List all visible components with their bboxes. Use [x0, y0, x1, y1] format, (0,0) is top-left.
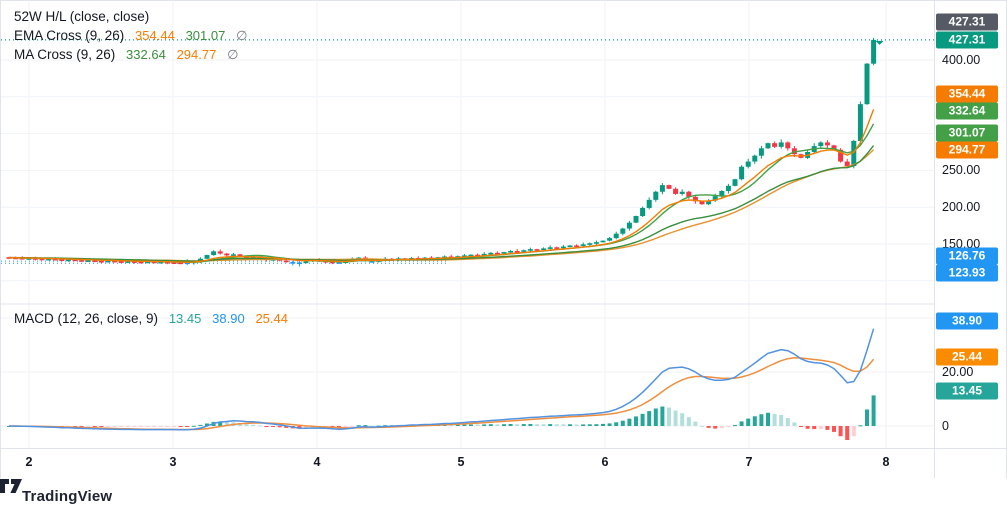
ema-cross-symbol: ∅ — [236, 28, 248, 43]
macd-panel-legend: MACD (12, 26, close, 9) 13.45 38.90 25.4… — [14, 309, 288, 328]
price-badge: 126.76 — [936, 247, 998, 265]
price-badge: 354.44 — [936, 85, 998, 103]
price-badge: 332.64 — [936, 102, 998, 120]
moving-average-lines — [8, 109, 875, 263]
price-badge: 427.31 — [936, 13, 998, 31]
indicator-52w-hl[interactable]: 52W H/L (close, close) — [14, 7, 247, 26]
52w-high-marker — [875, 40, 884, 45]
macd-line-value: 38.90 — [212, 311, 245, 326]
chart-frame: 52W H/L (close, close) EMA Cross (9, 26)… — [0, 0, 1007, 479]
time-axis-label: 2 — [25, 455, 33, 469]
ma-cross-symbol: ∅ — [227, 47, 239, 62]
price-badge: 38.90 — [936, 312, 998, 330]
indicator-ma-cross[interactable]: MA Cross (9, 26) 332.64 294.77 ∅ — [14, 45, 247, 64]
ma-slow-value: 294.77 — [176, 47, 217, 62]
time-axis-label: 5 — [457, 455, 465, 469]
ema-slow-value: 301.07 — [185, 28, 226, 43]
indicator-macd[interactable]: MACD (12, 26, close, 9) 13.45 38.90 25.4… — [14, 309, 288, 328]
tradingview-logo-text: TradingView — [22, 488, 113, 505]
ma-fast-value: 332.64 — [126, 47, 166, 62]
macd-signal-value: 25.44 — [255, 311, 288, 326]
candlestick-series — [6, 37, 877, 267]
axis-tick-label: 400.00 — [942, 53, 981, 67]
macd-hist-value: 13.45 — [168, 311, 202, 326]
indicator-52w-hl-label: 52W H/L (close, close) — [14, 9, 150, 24]
tradingview-logo-icon — [0, 479, 22, 493]
axis-tick-label: 20.00 — [942, 365, 974, 379]
price-badge: 25.44 — [936, 348, 998, 366]
indicator-ema-cross-label: EMA Cross (9, 26) — [14, 28, 125, 43]
axis-tick-label: 200.00 — [942, 200, 981, 215]
axis-tick-label: 0 — [942, 419, 949, 433]
time-axis[interactable]: 2 3 4 5 6 7 8 — [1, 449, 1006, 478]
price-badge: 294.77 — [936, 141, 998, 159]
macd-histogram — [7, 395, 876, 440]
indicator-macd-label: MACD (12, 26, close, 9) — [14, 311, 159, 326]
tradingview-logo[interactable]: TradingView — [0, 479, 113, 505]
chart-canvas[interactable] — [1, 1, 1006, 478]
macd-lines — [8, 328, 875, 431]
time-axis-label: 6 — [601, 455, 609, 469]
time-axis-label: 8 — [882, 455, 890, 469]
time-axis-label: 3 — [169, 455, 177, 469]
price-badge: 427.31 — [936, 31, 998, 49]
time-axis-label: 4 — [313, 455, 321, 469]
gridlines — [1, 2, 934, 448]
indicator-ma-cross-label: MA Cross (9, 26) — [14, 47, 116, 62]
price-badge: 301.07 — [936, 124, 998, 142]
ema-fast-value: 354.44 — [135, 28, 175, 43]
chart-footer: TradingView — [0, 478, 1007, 515]
axis-tick-label: 150.00 — [942, 237, 981, 251]
axis-tick-label: 250.00 — [942, 163, 981, 178]
indicator-ema-cross[interactable]: EMA Cross (9, 26) 354.44 301.07 ∅ — [14, 26, 247, 45]
price-scale[interactable]: 400.00 250.00 200.00 150.00 20.00 0 427.31 427.… — [935, 1, 1006, 448]
price-badge: 13.45 — [936, 382, 998, 400]
price-panel-legend: 52W H/L (close, close) EMA Cross (9, 26)… — [14, 7, 247, 64]
time-axis-label: 7 — [745, 455, 753, 469]
price-badge: 123.93 — [936, 264, 998, 282]
